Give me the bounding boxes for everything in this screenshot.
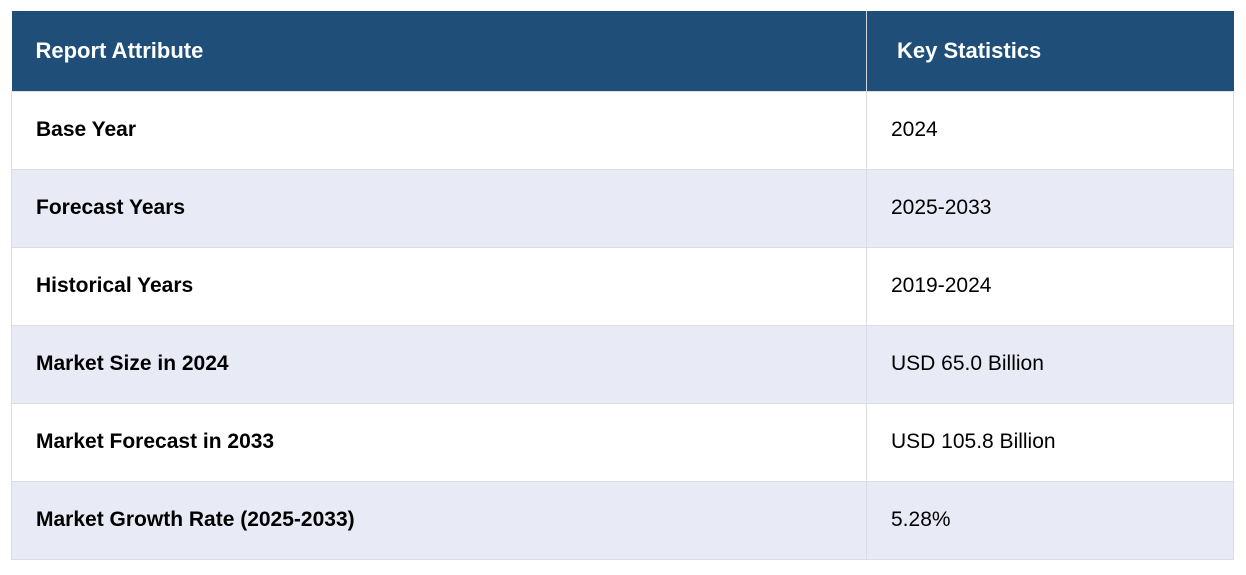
table-body: Base Year 2024 Forecast Years 2025-2033 …: [11, 90, 1234, 560]
row-attribute-market-forecast: Market Forecast in 2033: [11, 402, 867, 482]
row-attribute-market-size: Market Size in 2024: [11, 324, 867, 404]
row-value-historical-years: 2019-2024: [866, 246, 1234, 326]
header-row: Report Attribute Key Statistics: [11, 11, 1234, 91]
header-report-attribute: Report Attribute: [11, 11, 867, 91]
row-value-market-size: USD 65.0 Billion: [866, 324, 1234, 404]
report-table-container: Report Attribute Key Statistics Base Yea…: [11, 11, 1234, 560]
row-value-growth-rate: 5.28%: [866, 480, 1234, 560]
table-header: Report Attribute Key Statistics: [11, 11, 1234, 91]
table-row: Forecast Years 2025-2033: [11, 168, 1234, 248]
row-value-market-forecast: USD 105.8 Billion: [866, 402, 1234, 482]
table-row: Historical Years 2019-2024: [11, 246, 1234, 326]
table-row: Market Forecast in 2033 USD 105.8 Billio…: [11, 402, 1234, 482]
row-attribute-historical-years: Historical Years: [11, 246, 867, 326]
table-row: Market Growth Rate (2025-2033) 5.28%: [11, 480, 1234, 560]
report-attributes-table: Report Attribute Key Statistics Base Yea…: [11, 11, 1234, 560]
row-attribute-forecast-years: Forecast Years: [11, 168, 867, 248]
row-value-forecast-years: 2025-2033: [866, 168, 1234, 248]
row-value-base-year: 2024: [866, 90, 1234, 170]
header-key-statistics: Key Statistics: [866, 11, 1234, 91]
table-row: Market Size in 2024 USD 65.0 Billion: [11, 324, 1234, 404]
row-attribute-base-year: Base Year: [11, 90, 867, 170]
table-row: Base Year 2024: [11, 90, 1234, 170]
row-attribute-growth-rate: Market Growth Rate (2025-2033): [11, 480, 867, 560]
